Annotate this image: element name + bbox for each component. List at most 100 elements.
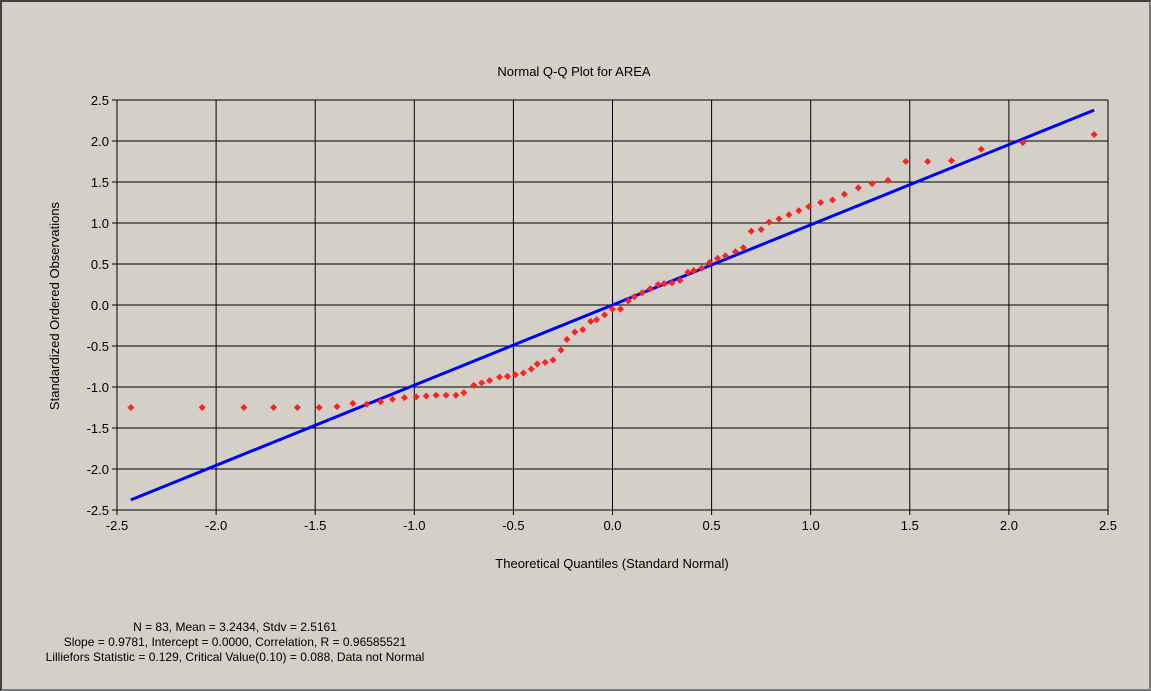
data-point — [630, 293, 638, 301]
data-point — [557, 346, 565, 354]
data-point — [668, 279, 676, 287]
x-tick-label: -1.5 — [304, 518, 326, 533]
data-point — [563, 335, 571, 343]
y-tick-label: 2.0 — [91, 134, 109, 149]
data-point — [765, 218, 773, 226]
data-point — [349, 399, 357, 407]
y-tick-label: 1.5 — [91, 175, 109, 190]
data-point — [757, 226, 765, 234]
data-point — [527, 365, 535, 373]
data-point — [377, 398, 385, 406]
data-point — [412, 393, 420, 401]
data-point — [240, 404, 248, 411]
data-point — [541, 358, 549, 366]
x-tick-label: -2.5 — [106, 518, 128, 533]
data-point — [503, 372, 511, 380]
data-point — [486, 376, 494, 384]
data-point — [624, 297, 632, 305]
x-tick-label: 2.0 — [1000, 518, 1018, 533]
chart-title: Normal Q-Q Plot for AREA — [497, 64, 650, 79]
y-tick-label: -2.5 — [87, 503, 109, 518]
y-tick-label: -2.0 — [87, 462, 109, 477]
y-tick-label: -1.0 — [87, 380, 109, 395]
data-point — [1019, 139, 1027, 147]
x-axis-label: Theoretical Quantiles (Standard Normal) — [495, 556, 728, 571]
data-point — [739, 244, 747, 252]
data-point — [452, 391, 460, 399]
data-point — [198, 404, 206, 411]
data-point — [579, 326, 587, 334]
data-point — [817, 199, 825, 206]
data-point — [840, 190, 848, 198]
data-point — [785, 211, 793, 219]
data-point — [868, 180, 876, 188]
data-point — [609, 305, 616, 313]
stats-line-n-mean-stdv: N = 83, Mean = 3.2434, Stdv = 2.5161 — [133, 620, 337, 634]
data-point — [601, 311, 609, 319]
data-point — [616, 305, 624, 313]
data-point — [775, 215, 783, 223]
data-point — [805, 203, 813, 211]
data-point — [460, 389, 468, 397]
data-point — [795, 207, 803, 215]
data-point — [333, 403, 341, 411]
data-point — [721, 252, 729, 260]
data-point — [432, 391, 440, 399]
x-tick-label: -2.0 — [205, 518, 227, 533]
regression-line — [130, 108, 1095, 502]
data-point — [593, 316, 601, 324]
data-point — [511, 371, 519, 379]
data-point — [270, 404, 278, 411]
y-tick-label: 1.0 — [91, 216, 109, 231]
data-point — [571, 328, 579, 336]
data-point — [496, 373, 504, 381]
x-tick-label: 1.0 — [802, 518, 820, 533]
y-tick-label: 2.5 — [91, 93, 109, 108]
data-point — [747, 227, 755, 235]
data-point — [422, 392, 430, 400]
data-point — [660, 280, 668, 288]
data-point — [977, 145, 985, 153]
data-point — [533, 360, 541, 368]
data-point — [829, 196, 837, 204]
data-point — [315, 404, 323, 411]
data-point — [684, 268, 692, 276]
data-point — [654, 281, 662, 288]
data-point — [884, 176, 892, 184]
data-point — [731, 248, 739, 256]
data-point — [646, 285, 654, 293]
x-tick-label: -0.5 — [502, 518, 524, 533]
data-point — [363, 400, 371, 408]
stats-line-slope-intercept-r: Slope = 0.9781, Intercept = 0.0000, Corr… — [63, 635, 407, 649]
data-point — [388, 395, 396, 403]
data-point — [127, 404, 135, 411]
data-point — [638, 289, 646, 297]
data-point — [947, 157, 955, 165]
data-point — [924, 158, 932, 165]
y-tick-label: -0.5 — [87, 339, 109, 354]
x-tick-label: 2.5 — [1099, 518, 1117, 533]
x-tick-label: 1.5 — [901, 518, 919, 533]
data-point — [293, 404, 301, 411]
stats-line-lilliefors: Lilliefors Statistic = 0.129, Critical V… — [45, 650, 425, 664]
data-point — [902, 158, 910, 165]
data-point — [519, 369, 527, 377]
data-point — [690, 267, 698, 275]
data-point — [854, 184, 862, 192]
y-axis-label: Standardized Ordered Observations — [47, 201, 62, 410]
data-point — [549, 356, 557, 364]
data-point — [706, 258, 714, 266]
data-point — [478, 379, 486, 387]
y-tick-label: -1.5 — [87, 421, 109, 436]
data-point — [698, 264, 706, 272]
data-point — [470, 381, 478, 389]
x-tick-label: -1.0 — [403, 518, 425, 533]
x-tick-label: 0.0 — [603, 518, 621, 533]
y-tick-label: 0.5 — [91, 257, 109, 272]
data-point — [676, 276, 684, 284]
data-point — [400, 394, 408, 402]
data-point — [587, 317, 595, 325]
data-point — [442, 391, 450, 399]
data-point — [1090, 130, 1098, 138]
